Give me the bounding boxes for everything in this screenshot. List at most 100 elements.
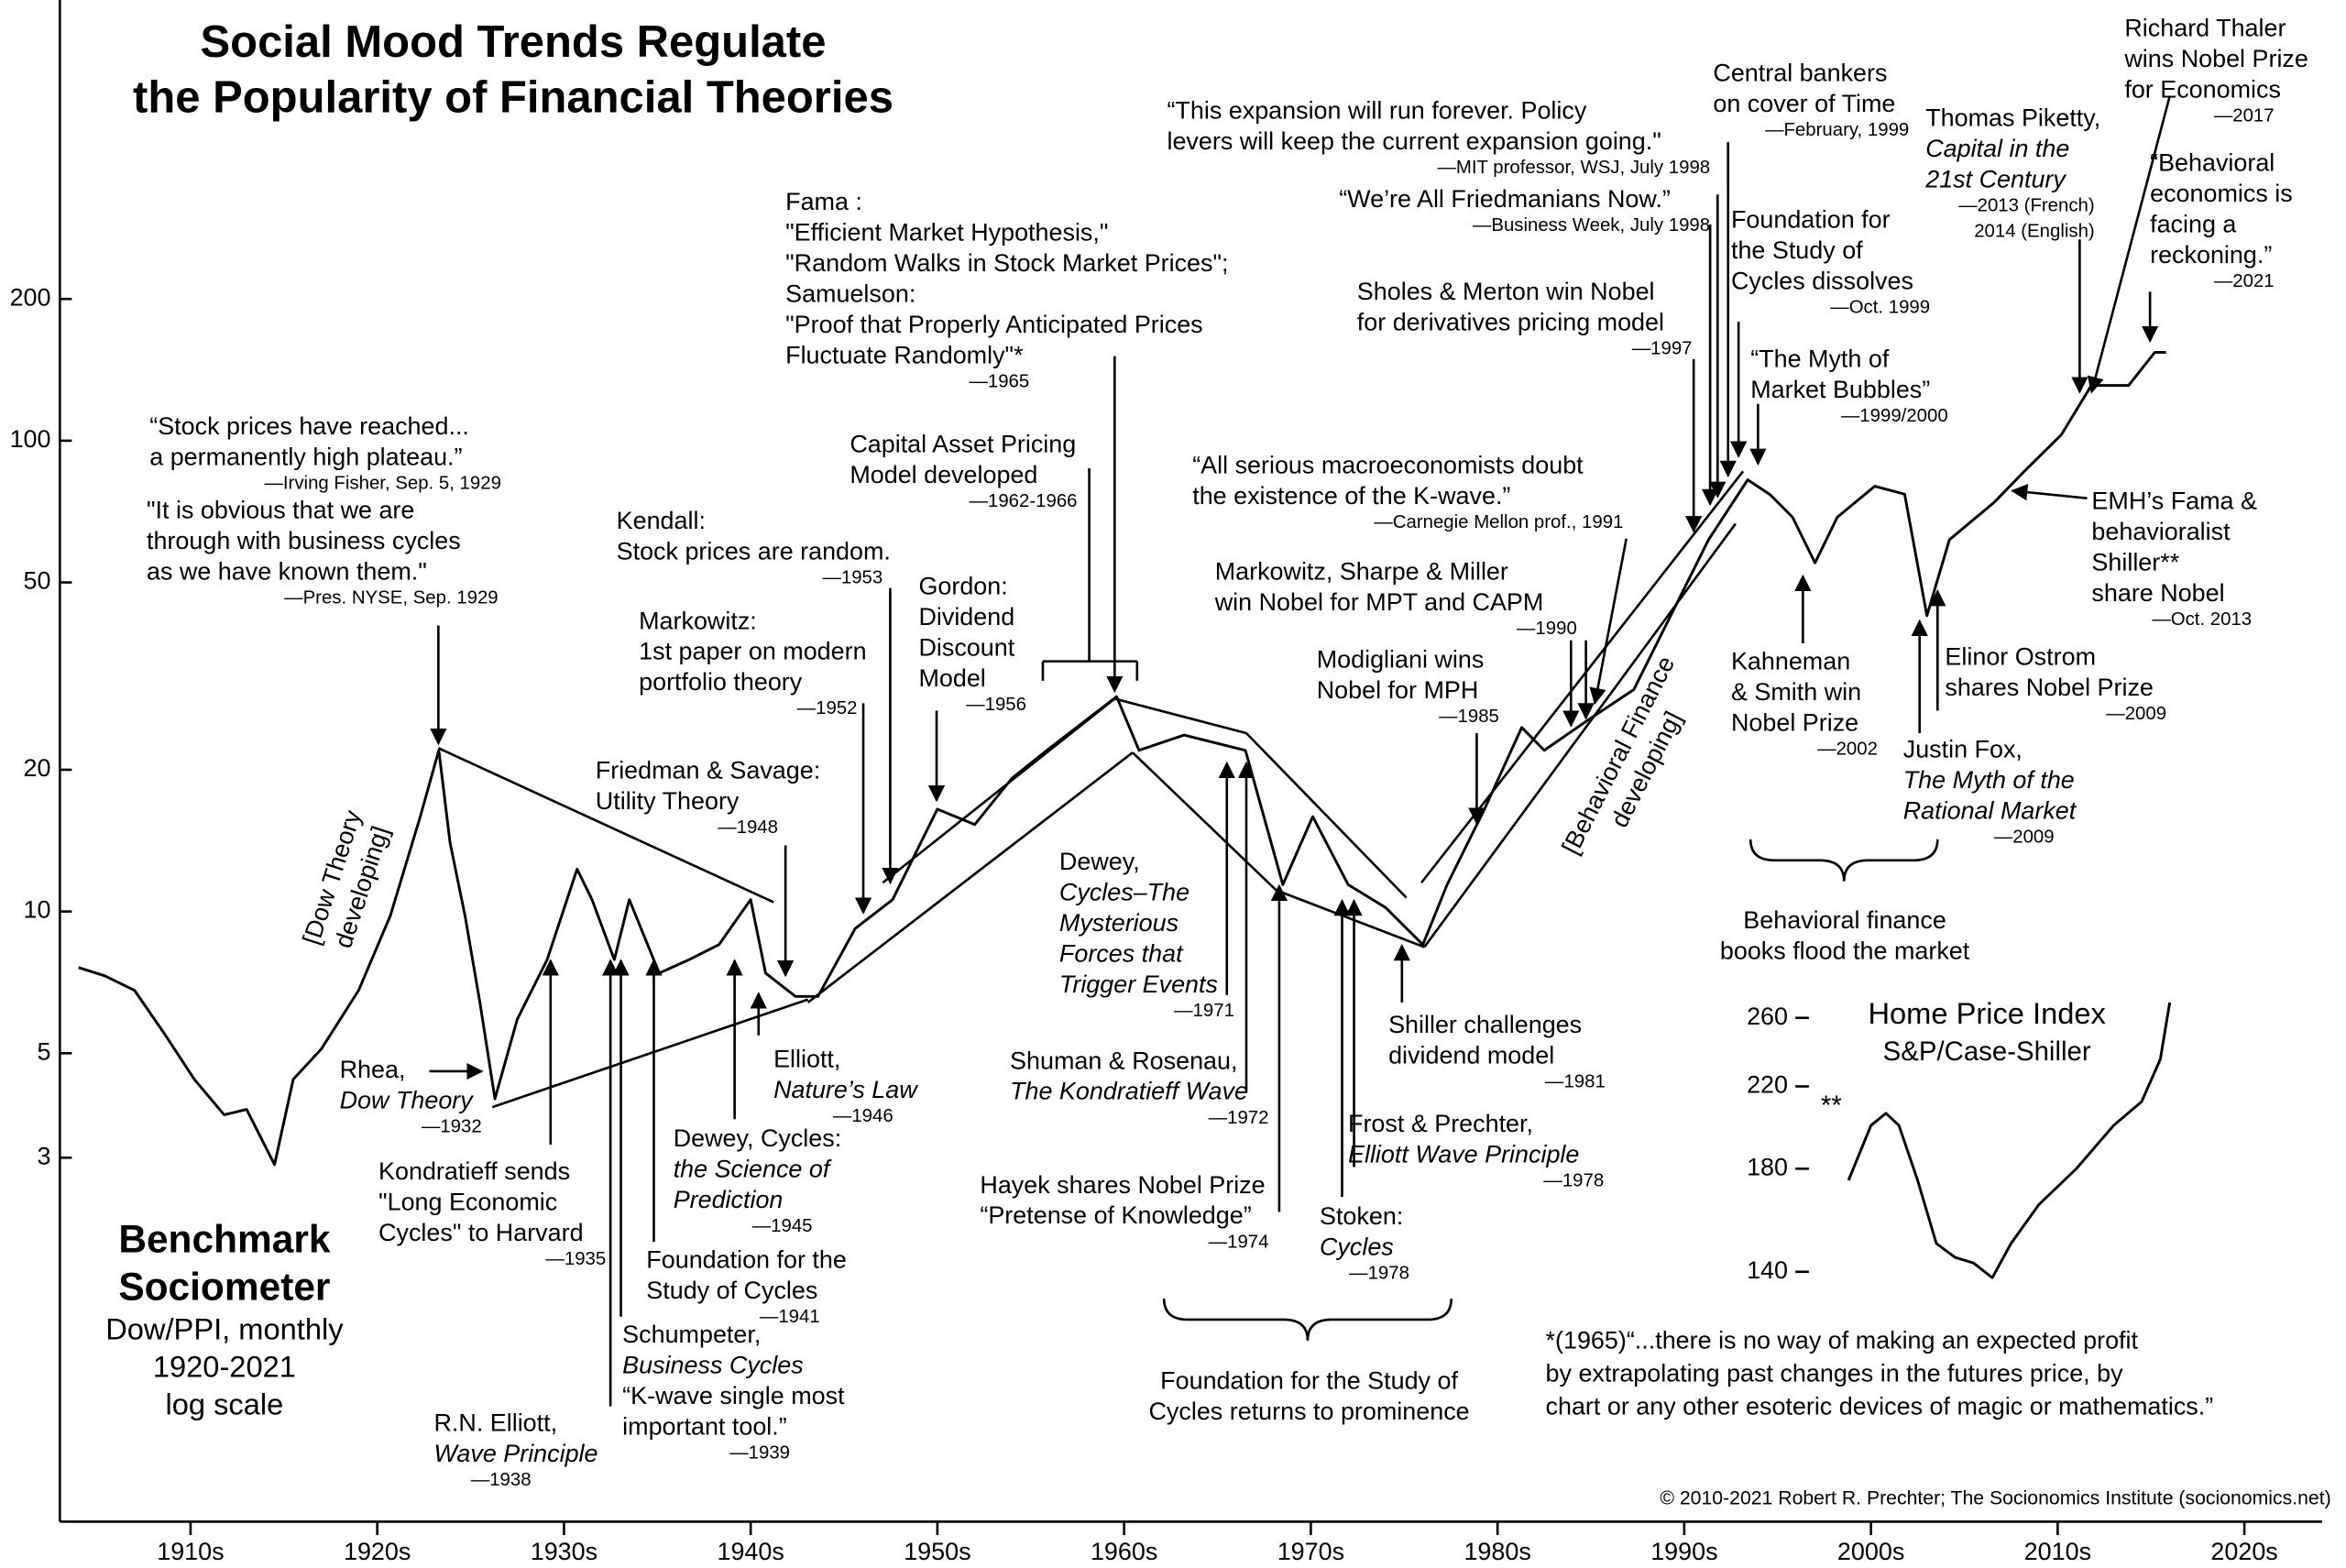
annotation-text: “Stock prices have reached...: [149, 412, 469, 440]
annotation-text: economics is: [2150, 180, 2293, 207]
annotation-date: —1962-1966: [970, 491, 1078, 511]
annotation-text: Thomas Piketty,: [1925, 104, 2100, 132]
annotation-text: the Science of: [674, 1156, 832, 1183]
annotation-text: a permanently high plateau.”: [149, 444, 462, 471]
trend-line: [1276, 889, 1425, 948]
annotation-text: & Smith win: [1731, 678, 1861, 706]
annotation-date: —Pres. NYSE, Sep. 1929: [284, 587, 498, 608]
annotation-text: The Kondratieff Wave: [1010, 1078, 1248, 1105]
annotation-text: Capital Asset Pricing: [850, 431, 1076, 458]
x-tick-label: 1910s: [157, 1538, 224, 1565]
inset-tick-label: 220: [1747, 1071, 1788, 1099]
annotation-text: "Efficient Market Hypothesis,": [785, 219, 1108, 247]
y-tick-label: 10: [24, 896, 51, 924]
trend-line: [1113, 697, 1247, 735]
annotation-text: EMH’s Fama &: [2091, 488, 2257, 515]
inset-tick-label: 180: [1747, 1153, 1788, 1180]
annotation-text: the existence of the K-wave.”: [1192, 482, 1510, 510]
annotation-text: 1st paper on modern: [639, 638, 866, 665]
chart-title: Social Mood Trends Regulate: [201, 17, 827, 67]
annotation-text: Behavioral finance: [1743, 906, 1946, 934]
x-tick-label: 2000s: [1837, 1538, 1904, 1565]
annotation-date: —Oct. 2013: [2152, 609, 2252, 630]
chart-title: the Popularity of Financial Theories: [133, 72, 893, 122]
annotation-date: —Business Week, July 1998: [1473, 215, 1710, 236]
x-tick-label: 1940s: [717, 1538, 784, 1565]
annotation-text: Nature’s Law: [773, 1076, 918, 1103]
annotation-text: Fama :: [785, 188, 862, 215]
annotation-text: Mysterious: [1059, 909, 1178, 937]
trend-line: [882, 697, 1116, 884]
annotation-date: —1978: [1543, 1170, 1604, 1190]
annotation-text: Kahneman: [1731, 647, 1850, 674]
annotation-text: Market Bubbles”: [1750, 376, 1930, 403]
annotation-text: Dow Theory: [340, 1087, 475, 1114]
x-tick-label: 1990s: [1650, 1538, 1717, 1565]
annotation-date: —1971: [1174, 1001, 1234, 1021]
annotation-date: —1932: [422, 1117, 482, 1137]
arrow: [2087, 96, 2171, 394]
annotation-text: Model developed: [850, 461, 1037, 488]
caption: 1920-2021: [153, 1349, 296, 1383]
annotation-text: Foundation for the: [646, 1245, 847, 1273]
annotation-text: Capital in the: [1925, 135, 2069, 162]
annotation-date: —1939: [729, 1442, 790, 1463]
annotation-date: 2014 (English): [1974, 221, 2094, 241]
annotation-text: Rhea,: [340, 1056, 406, 1083]
annotation-text: Discount: [918, 634, 1014, 662]
annotation-text: "Long Economic: [378, 1189, 557, 1216]
annotation-date: —1999/2000: [1841, 406, 1948, 426]
annotation-text: "It is obvious that we are: [147, 496, 414, 523]
brace: [1749, 839, 1939, 882]
x-tick-label: 1950s: [904, 1538, 970, 1565]
annotation-date: —1965: [969, 372, 1029, 392]
annotation-date: —1978: [1349, 1264, 1409, 1284]
annotation-text: Fluctuate Randomly"*: [785, 341, 1024, 368]
annotation-date: —1985: [1439, 707, 1499, 727]
annotation-text: “Pretense of Knowledge”: [980, 1201, 1251, 1229]
inset-tick-label: 260: [1747, 1003, 1788, 1030]
x-tick-label: 2020s: [2210, 1538, 2277, 1565]
y-tick-label: 50: [24, 567, 51, 595]
annotation-text: books flood the market: [1720, 937, 1970, 964]
y-tick-label: 200: [10, 283, 51, 311]
annotation-text: Markowitz, Sharpe & Miller: [1215, 557, 1508, 585]
brace: [1162, 1299, 1453, 1341]
annotation-text: Cycles–The: [1059, 879, 1189, 906]
annotation-text: Trigger Events: [1059, 970, 1218, 998]
annotation-text: Cycles" to Harvard: [378, 1219, 584, 1246]
series-label: Benchmark: [118, 1217, 331, 1260]
annotation-text: Dewey, Cycles:: [674, 1124, 842, 1152]
annotation-text: Stock prices are random.: [617, 537, 891, 565]
inset-title: Home Price Index: [1868, 996, 2105, 1030]
trend-line: [806, 751, 1134, 1003]
annotation-text: through with business cycles: [147, 527, 461, 554]
y-tick-label: 100: [10, 425, 51, 453]
annotation-text: Kendall:: [617, 507, 706, 534]
x-tick-label: 1920s: [344, 1538, 411, 1565]
annotation-text: behavioralist: [2091, 518, 2231, 545]
x-tick-label: 1930s: [531, 1538, 597, 1565]
annotation-text: Frost & Prechter,: [1348, 1110, 1533, 1137]
annotation-date: —1990: [1517, 619, 1577, 639]
annotation-text: Markowitz:: [639, 607, 757, 634]
y-tick-label: 20: [24, 754, 51, 782]
arrow: [2011, 484, 2088, 501]
annotation-text: Gordon:: [918, 573, 1007, 600]
trend-line: [1132, 751, 1277, 892]
annotation-text: portfolio theory: [639, 668, 803, 696]
annotation-text: The Myth of the: [1903, 766, 2075, 794]
inset-tick-label: 140: [1747, 1256, 1788, 1284]
series-label: Sociometer: [118, 1266, 330, 1309]
annotation-text: Justin Fox,: [1903, 736, 2023, 763]
annotation-text: Utility Theory: [596, 787, 740, 815]
annotation-text: Foundation for the Study of: [1160, 1367, 1458, 1395]
annotation-date: —Carnegie Mellon prof., 1991: [1374, 512, 1623, 532]
annotation-text: important tool.”: [622, 1412, 787, 1440]
footnote: chart or any other esoteric devices of m…: [1546, 1392, 2214, 1420]
caption: Dow/PPI, monthly: [105, 1312, 344, 1346]
annotation-text: facing a: [2150, 211, 2236, 238]
annotation-date: —1952: [797, 698, 858, 718]
